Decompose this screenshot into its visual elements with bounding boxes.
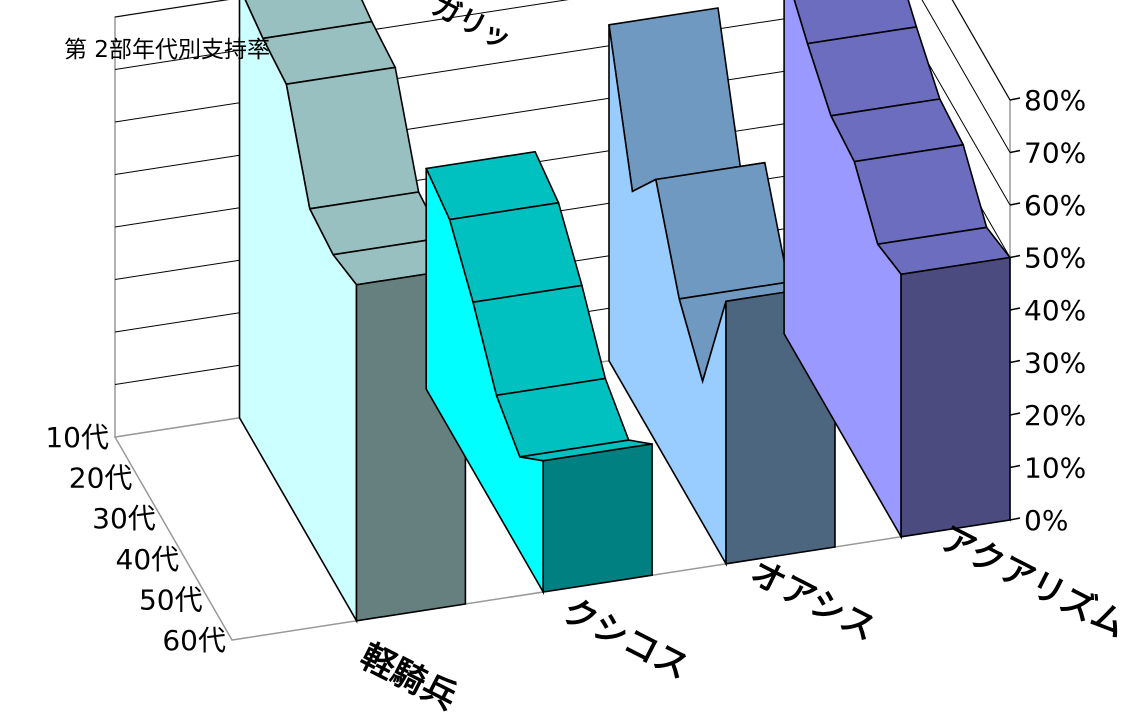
- series-ribbon: [238, 0, 467, 624]
- y-tick-label: 0%: [1024, 504, 1068, 537]
- y-tick: [1009, 464, 1021, 469]
- category-label: 10代: [45, 421, 109, 454]
- y-tick: [1009, 202, 1021, 206]
- series-ribbon: [425, 150, 653, 595]
- y-tick-label: 30%: [1024, 347, 1086, 380]
- series-ribbon: [608, 7, 837, 567]
- gridline: [114, 0, 1011, 101]
- y-tick: [1009, 359, 1021, 364]
- category-label: 20代: [69, 462, 133, 495]
- series-label: クシコス: [556, 590, 695, 687]
- series-label: アクアリズム: [934, 518, 1132, 645]
- y-tick-label: 70%: [1024, 137, 1086, 170]
- series-ribbon: [783, 0, 1012, 540]
- category-label: 40代: [116, 543, 180, 576]
- category-label: 60代: [162, 624, 226, 657]
- y-tick: [1009, 254, 1021, 259]
- y-tick: [1009, 517, 1021, 521]
- category-label: 30代: [92, 502, 156, 535]
- y-tick-label: 20%: [1024, 399, 1086, 432]
- y-tick-label: 50%: [1024, 242, 1086, 275]
- y-tick: [1009, 149, 1021, 154]
- ribbon-end-cap: [900, 256, 1011, 538]
- y-tick: [1009, 307, 1021, 311]
- y-tick: [1009, 412, 1021, 416]
- ribbon-end-cap: [542, 443, 653, 593]
- y-tick-label: 60%: [1024, 189, 1086, 222]
- y-tick-label: 80%: [1024, 84, 1086, 117]
- category-label: 50代: [139, 583, 203, 616]
- y-tick-label: 10%: [1024, 452, 1086, 485]
- chart-title: 第 2部年代別支持率: [64, 37, 270, 63]
- y-tick: [1009, 97, 1021, 101]
- series-label: 軽騎兵: [354, 636, 463, 718]
- y-tick-label: 40%: [1024, 294, 1086, 327]
- series-label: オアシス: [744, 552, 882, 649]
